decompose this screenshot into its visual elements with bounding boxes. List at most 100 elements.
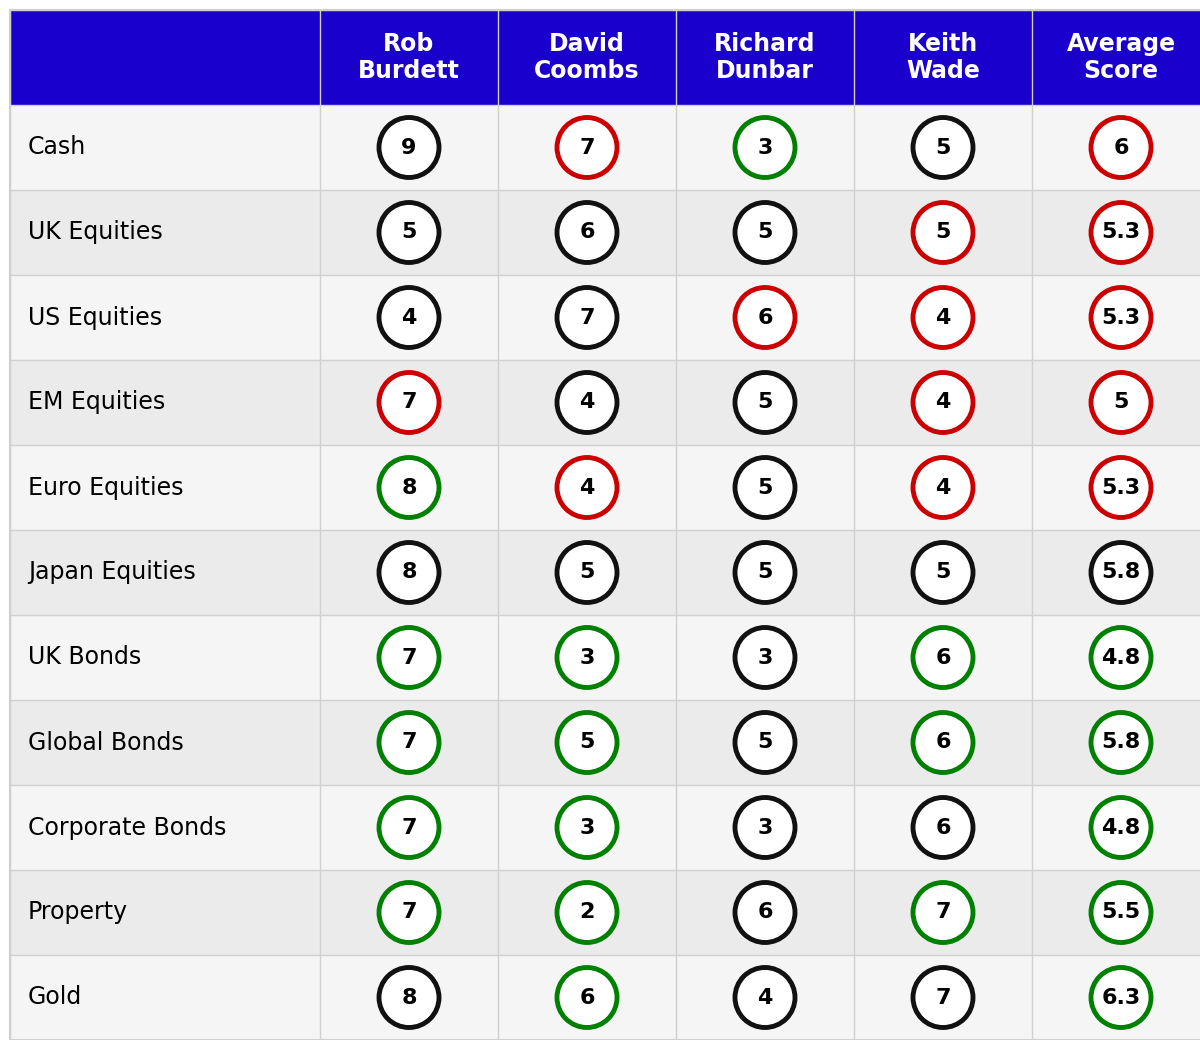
Text: 3: 3 bbox=[757, 817, 773, 837]
Circle shape bbox=[1091, 967, 1151, 1028]
Text: 7: 7 bbox=[580, 308, 595, 328]
Bar bbox=[10, 530, 1200, 615]
Circle shape bbox=[557, 287, 617, 347]
Circle shape bbox=[557, 883, 617, 942]
Bar bbox=[10, 700, 1200, 785]
Text: 8: 8 bbox=[401, 563, 416, 582]
Text: 8: 8 bbox=[401, 988, 416, 1008]
Text: 6: 6 bbox=[757, 903, 773, 922]
Text: 5: 5 bbox=[757, 392, 773, 413]
Text: 5.3: 5.3 bbox=[1102, 223, 1140, 242]
Text: 5.3: 5.3 bbox=[1102, 308, 1140, 328]
Circle shape bbox=[557, 203, 617, 262]
Circle shape bbox=[379, 712, 439, 773]
Text: 5.8: 5.8 bbox=[1102, 732, 1141, 753]
Circle shape bbox=[379, 118, 439, 178]
Circle shape bbox=[1091, 883, 1151, 942]
Circle shape bbox=[913, 627, 973, 687]
Text: 7: 7 bbox=[401, 817, 416, 837]
Text: 6: 6 bbox=[935, 648, 950, 668]
Bar bbox=[10, 445, 1200, 530]
Text: 4: 4 bbox=[935, 392, 950, 413]
Text: UK Equities: UK Equities bbox=[28, 220, 163, 244]
Text: 7: 7 bbox=[401, 903, 416, 922]
Text: 6: 6 bbox=[1114, 137, 1129, 157]
Text: 5: 5 bbox=[935, 563, 950, 582]
Text: Keith
Wade: Keith Wade bbox=[906, 31, 980, 83]
Text: 5: 5 bbox=[935, 137, 950, 157]
Text: 7: 7 bbox=[935, 988, 950, 1008]
Text: 5: 5 bbox=[580, 732, 595, 753]
Circle shape bbox=[557, 118, 617, 178]
Circle shape bbox=[734, 287, 796, 347]
Circle shape bbox=[1091, 203, 1151, 262]
Circle shape bbox=[734, 883, 796, 942]
Text: Property: Property bbox=[28, 901, 128, 925]
Text: UK Bonds: UK Bonds bbox=[28, 646, 142, 670]
Text: 4: 4 bbox=[401, 308, 416, 328]
Circle shape bbox=[379, 967, 439, 1028]
Text: Gold: Gold bbox=[28, 986, 83, 1010]
Text: 5: 5 bbox=[580, 563, 595, 582]
Bar bbox=[10, 105, 1200, 190]
Circle shape bbox=[379, 458, 439, 518]
Text: Richard
Dunbar: Richard Dunbar bbox=[714, 31, 816, 83]
Text: 5: 5 bbox=[757, 563, 773, 582]
Text: Japan Equities: Japan Equities bbox=[28, 561, 196, 584]
Text: 5: 5 bbox=[757, 477, 773, 497]
Circle shape bbox=[913, 118, 973, 178]
Text: 6.3: 6.3 bbox=[1102, 988, 1141, 1008]
Circle shape bbox=[557, 372, 617, 433]
Text: 5: 5 bbox=[757, 732, 773, 753]
Circle shape bbox=[379, 543, 439, 602]
Circle shape bbox=[379, 627, 439, 687]
Text: 9: 9 bbox=[401, 137, 416, 157]
Text: Average
Score: Average Score bbox=[1067, 31, 1176, 83]
Circle shape bbox=[913, 203, 973, 262]
Text: 5: 5 bbox=[401, 223, 416, 242]
Circle shape bbox=[1091, 798, 1151, 858]
Circle shape bbox=[1091, 118, 1151, 178]
Circle shape bbox=[1091, 627, 1151, 687]
Bar bbox=[10, 360, 1200, 445]
Text: 4: 4 bbox=[757, 988, 773, 1008]
Bar bbox=[10, 785, 1200, 870]
Circle shape bbox=[913, 372, 973, 433]
Text: 5.5: 5.5 bbox=[1102, 903, 1140, 922]
Text: 3: 3 bbox=[757, 648, 773, 668]
Circle shape bbox=[379, 798, 439, 858]
Text: 3: 3 bbox=[757, 137, 773, 157]
Text: 4: 4 bbox=[580, 392, 595, 413]
Text: Euro Equities: Euro Equities bbox=[28, 475, 184, 499]
Circle shape bbox=[379, 372, 439, 433]
Text: Rob
Burdett: Rob Burdett bbox=[358, 31, 460, 83]
Text: 5: 5 bbox=[757, 223, 773, 242]
Text: EM Equities: EM Equities bbox=[28, 390, 166, 415]
Circle shape bbox=[1091, 543, 1151, 602]
Text: 4: 4 bbox=[580, 477, 595, 497]
Bar bbox=[10, 615, 1200, 700]
Text: 2: 2 bbox=[580, 903, 595, 922]
Circle shape bbox=[379, 287, 439, 347]
Circle shape bbox=[557, 627, 617, 687]
Circle shape bbox=[913, 458, 973, 518]
Circle shape bbox=[734, 203, 796, 262]
Text: 5.8: 5.8 bbox=[1102, 563, 1141, 582]
Circle shape bbox=[734, 798, 796, 858]
Circle shape bbox=[1091, 287, 1151, 347]
Circle shape bbox=[1091, 712, 1151, 773]
Text: 5: 5 bbox=[935, 223, 950, 242]
Bar bbox=[10, 10, 1200, 105]
Text: Corporate Bonds: Corporate Bonds bbox=[28, 815, 227, 839]
Circle shape bbox=[734, 627, 796, 687]
Text: 5: 5 bbox=[1114, 392, 1129, 413]
Circle shape bbox=[734, 458, 796, 518]
Circle shape bbox=[734, 712, 796, 773]
Text: 5.3: 5.3 bbox=[1102, 477, 1140, 497]
Text: 4.8: 4.8 bbox=[1102, 648, 1141, 668]
Bar bbox=[10, 275, 1200, 360]
Text: 3: 3 bbox=[580, 817, 595, 837]
Circle shape bbox=[379, 203, 439, 262]
Text: 7: 7 bbox=[580, 137, 595, 157]
Circle shape bbox=[1091, 458, 1151, 518]
